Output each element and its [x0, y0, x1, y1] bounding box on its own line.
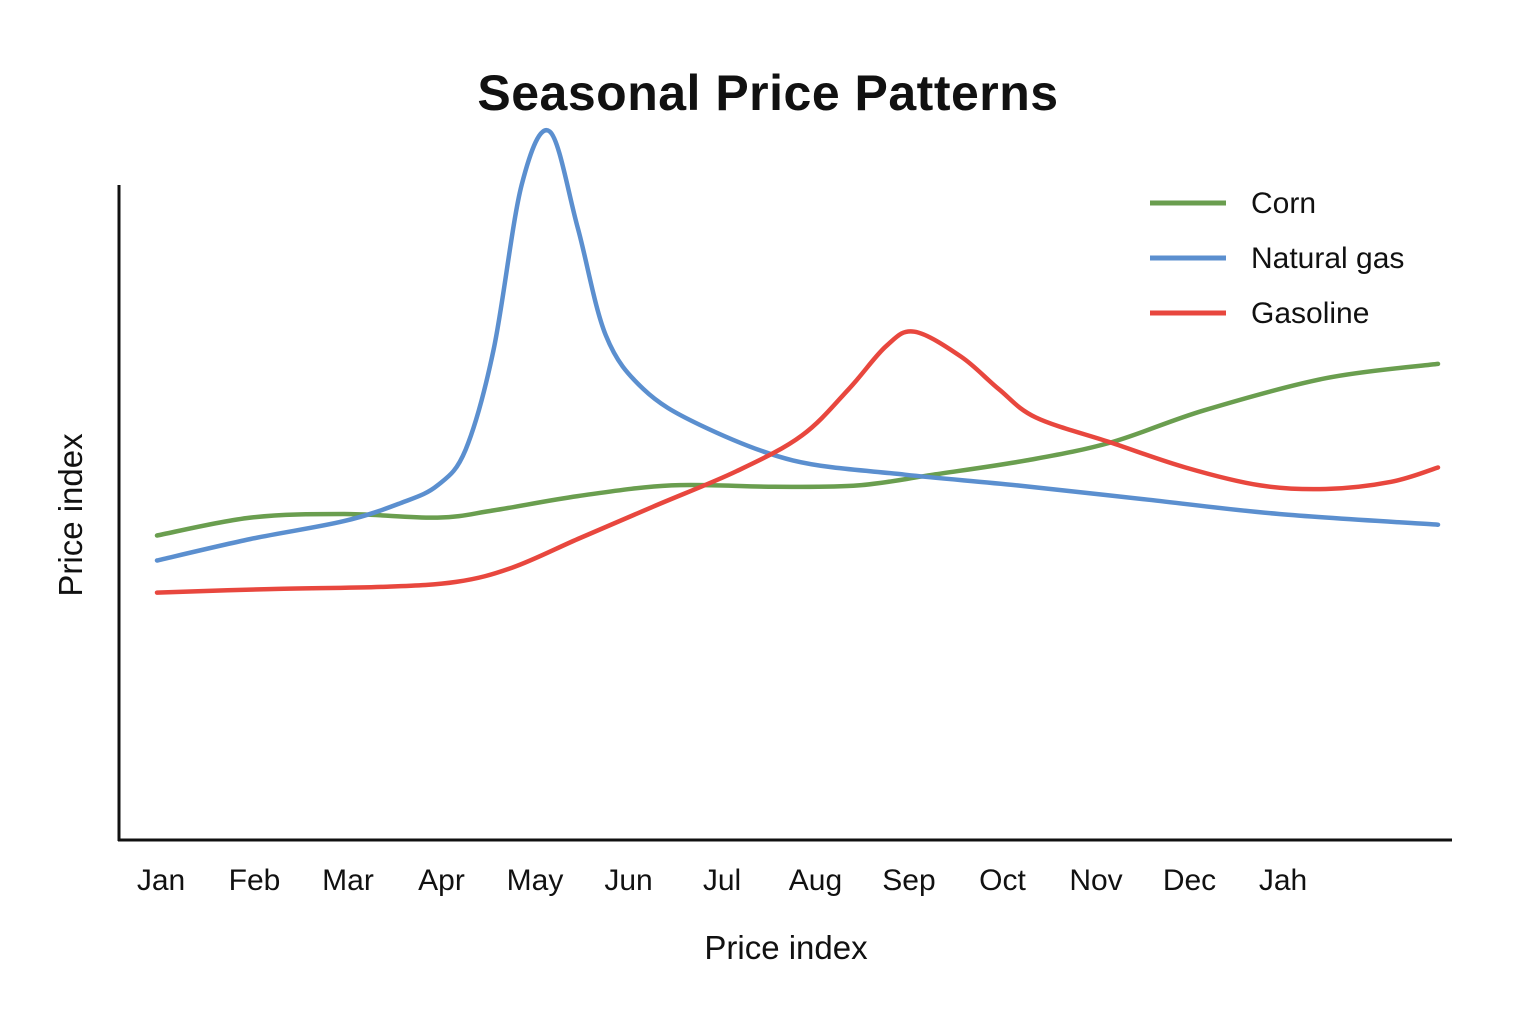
x-tick-label: Nov: [1069, 864, 1122, 897]
x-tick-label: Mar: [322, 864, 374, 897]
x-tick-label: Jan: [137, 864, 185, 897]
chart-title: Seasonal Price Patterns: [477, 65, 1059, 121]
x-tick-label: Jun: [604, 864, 652, 897]
y-axis-label: Price index: [52, 433, 89, 597]
x-tick-label: Feb: [229, 864, 281, 897]
legend: Corn Natural gas Gasoline: [1150, 187, 1404, 330]
x-tick-label: Dec: [1163, 864, 1216, 897]
series-line-corn: [154, 361, 1441, 538]
x-tick-label: Jul: [703, 864, 741, 897]
x-tick-labels: Jan Feb Mar Apr May Jun Jul Aug Sep Oct Nov Dec Jah: [137, 864, 1307, 897]
axes: [117, 185, 1452, 842]
x-tick-label: Aug: [789, 864, 842, 897]
x-axis-label: Price index: [704, 929, 868, 966]
x-tick-label: Oct: [979, 864, 1026, 897]
x-tick-label: Jah: [1259, 864, 1307, 897]
legend-label-corn: Corn: [1251, 187, 1316, 220]
x-tick-label: Sep: [882, 864, 935, 897]
series-line-gasoline: [154, 329, 1441, 595]
series-line-natural-gas: [154, 127, 1441, 563]
x-tick-label: May: [507, 864, 564, 897]
legend-label-natural-gas: Natural gas: [1251, 242, 1404, 275]
x-tick-label: Apr: [418, 864, 465, 897]
series-layer: [154, 127, 1441, 595]
legend-label-gasoline: Gasoline: [1251, 297, 1369, 330]
